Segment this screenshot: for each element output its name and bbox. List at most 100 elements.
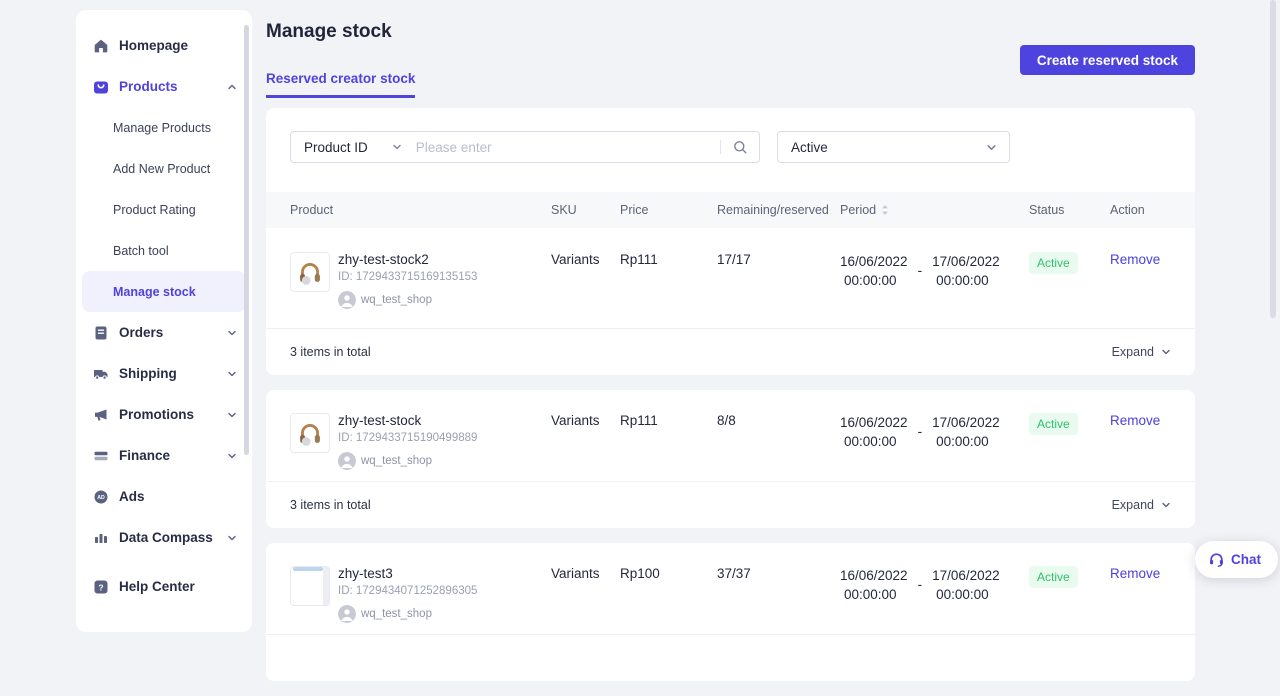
tab-reserved-creator-stock[interactable]: Reserved creator stock <box>266 71 416 98</box>
search-group: Product ID <box>290 131 760 163</box>
sidebar-item-label: Products <box>119 79 178 94</box>
truck-icon <box>93 366 109 382</box>
shop-row: wq_test_shop <box>338 291 477 309</box>
table-row: zhy-test-stock2 ID: 1729433715169135153 … <box>266 228 1195 328</box>
tab-bar: Reserved creator stock <box>266 70 1195 98</box>
period-separator: - <box>917 263 923 278</box>
status-badge: Active <box>1029 252 1078 274</box>
search-icon[interactable] <box>721 140 759 155</box>
period-start: 16/06/2022 00:00:00 <box>840 415 908 449</box>
shop-row: wq_test_shop <box>338 452 477 470</box>
expand-button[interactable]: Expand <box>1112 345 1171 359</box>
action-cell: Remove <box>1110 252 1195 328</box>
sidebar-nav: Homepage Products Manage Products Add Ne… <box>76 10 252 607</box>
product-name[interactable]: zhy-test-stock2 <box>338 252 429 267</box>
sidebar-subitem-manage-stock[interactable]: Manage stock <box>82 271 246 312</box>
shop-avatar-icon <box>338 291 356 309</box>
column-period[interactable]: Period <box>840 203 1029 217</box>
sidebar-item-label: Finance <box>119 448 171 463</box>
table-row: zhy-test-stock ID: 1729433715190499889 w… <box>266 390 1195 481</box>
items-total: 3 items in total <box>290 498 371 512</box>
product-info: zhy-test3 ID: 1729434071252896305 wq_tes… <box>338 566 477 623</box>
column-sku: SKU <box>551 203 577 217</box>
product-cell: zhy-test-stock2 ID: 1729433715169135153 … <box>290 252 551 328</box>
sidebar-subitem-product-rating[interactable]: Product Rating <box>113 202 196 217</box>
remove-link[interactable]: Remove <box>1110 252 1161 267</box>
sidebar-item-homepage[interactable]: Homepage <box>76 25 252 66</box>
sidebar-item-shipping[interactable]: Shipping <box>76 353 252 394</box>
sidebar-subitem-batch-tool[interactable]: Batch tool <box>113 243 169 258</box>
create-reserved-stock-button[interactable]: Create reserved stock <box>1019 45 1195 75</box>
period-separator: - <box>917 577 923 592</box>
sidebar-subitem-add-new-product[interactable]: Add New Product <box>113 161 211 176</box>
sidebar-item-promotions[interactable]: Promotions <box>76 394 252 435</box>
stock-group-card: zhy-test3 ID: 1729434071252896305 wq_tes… <box>266 543 1195 681</box>
remaining-cell: 37/37 <box>717 566 751 581</box>
remaining-cell: 8/8 <box>717 413 736 428</box>
status-cell: Active <box>1029 413 1110 481</box>
status-filter-dropdown[interactable]: Active <box>777 131 1010 163</box>
product-name[interactable]: zhy-test-stock <box>338 413 422 428</box>
status-badge: Active <box>1029 413 1078 435</box>
sidebar-item-help-center[interactable]: ? Help Center <box>76 566 252 607</box>
chevron-down-icon <box>1161 500 1171 510</box>
group-footer: 3 items in total Expand <box>266 328 1195 375</box>
sidebar-item-label: Orders <box>119 325 164 340</box>
status-cell: Active <box>1029 566 1110 634</box>
orders-icon <box>93 325 109 341</box>
action-cell: Remove <box>1110 566 1195 634</box>
ad-icon: AD <box>93 489 109 505</box>
stock-group-card: Product ID Active Product SK <box>266 108 1195 375</box>
sidebar-item-label: Homepage <box>119 38 189 53</box>
items-total: 3 items in total <box>290 345 371 359</box>
product-id: ID: 1729433715169135153 <box>338 271 478 283</box>
expand-button[interactable]: Expand <box>1112 498 1171 512</box>
chevron-up-icon <box>227 82 237 92</box>
sku-cell: Variants <box>551 566 600 581</box>
product-image-headphones <box>290 252 330 292</box>
search-type-value: Product ID <box>304 139 368 155</box>
price-cell: Rp111 <box>620 252 658 267</box>
price-cell: Rp111 <box>620 413 658 428</box>
product-image-headphones <box>290 413 330 453</box>
remove-link[interactable]: Remove <box>1110 566 1161 581</box>
status-badge: Active <box>1029 566 1078 588</box>
chat-button[interactable]: Chat <box>1195 541 1278 578</box>
remaining-cell: 17/17 <box>717 252 751 267</box>
bag-icon <box>93 79 109 95</box>
chat-label: Chat <box>1231 552 1261 567</box>
shop-name: wq_test_shop <box>361 294 432 306</box>
product-id: ID: 1729433715190499889 <box>338 432 478 444</box>
search-type-dropdown[interactable]: Product ID <box>291 140 414 155</box>
period-cell: 16/06/2022 00:00:00 - 17/06/2022 00:00:0… <box>840 566 1029 634</box>
shop-name: wq_test_shop <box>361 455 432 467</box>
period-end: 17/06/2022 00:00:00 <box>932 415 1000 449</box>
status-filter-value: Active <box>791 139 828 155</box>
shop-name: wq_test_shop <box>361 608 432 620</box>
sidebar-item-finance[interactable]: Finance <box>76 435 252 476</box>
product-name[interactable]: zhy-test3 <box>338 566 393 581</box>
period-end: 17/06/2022 00:00:00 <box>932 254 1000 288</box>
chevron-down-icon <box>1161 347 1171 357</box>
sidebar-item-products[interactable]: Products <box>76 66 252 107</box>
chevron-down-icon <box>986 142 997 153</box>
sidebar-item-label: Promotions <box>119 407 195 422</box>
column-price: Price <box>620 203 649 217</box>
sidebar-subitem-manage-products[interactable]: Manage Products <box>113 120 211 135</box>
sidebar-item-orders[interactable]: Orders <box>76 312 252 353</box>
stock-group-card: zhy-test-stock ID: 1729433715190499889 w… <box>266 390 1195 528</box>
page-title: Manage stock <box>266 21 392 42</box>
remove-link[interactable]: Remove <box>1110 413 1161 428</box>
sort-icon <box>882 205 888 215</box>
column-remaining: Remaining/reserved <box>717 203 829 217</box>
group-footer <box>266 634 1195 681</box>
period-end: 17/06/2022 00:00:00 <box>932 568 1000 602</box>
sidebar-item-ads[interactable]: AD Ads <box>76 476 252 517</box>
sidebar-item-data-compass[interactable]: Data Compass <box>76 517 252 558</box>
product-id: ID: 1729434071252896305 <box>338 585 478 597</box>
sidebar-scrollbar[interactable] <box>244 25 249 455</box>
sidebar-item-label: Shipping <box>119 366 177 381</box>
search-input[interactable] <box>413 138 720 156</box>
page-scrollbar[interactable] <box>1270 0 1276 318</box>
product-cell: zhy-test3 ID: 1729434071252896305 wq_tes… <box>290 566 551 634</box>
